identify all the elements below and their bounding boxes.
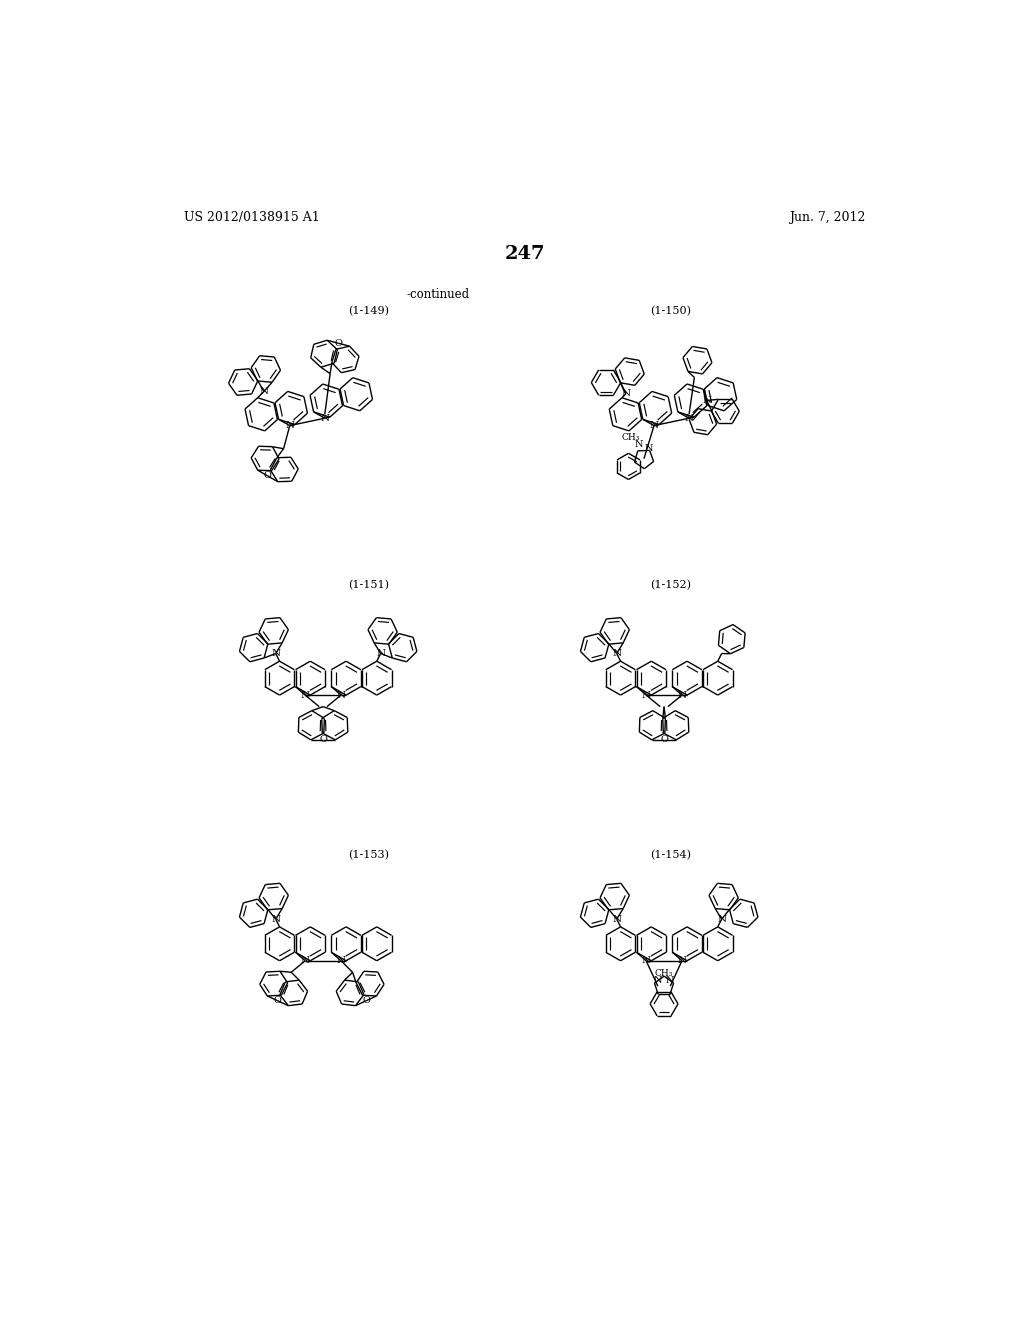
Text: N: N (702, 396, 712, 405)
Text: CH₃: CH₃ (655, 969, 673, 978)
Text: N: N (376, 649, 385, 657)
Text: O: O (362, 997, 370, 1006)
Text: N: N (259, 387, 268, 396)
Text: N: N (717, 915, 726, 924)
Text: US 2012/0138915 A1: US 2012/0138915 A1 (183, 211, 319, 224)
Text: N: N (286, 421, 294, 430)
Text: N: N (622, 389, 631, 399)
Text: (1-150): (1-150) (650, 306, 691, 317)
Text: N: N (653, 977, 663, 985)
Text: N: N (337, 690, 345, 700)
Text: O: O (335, 339, 342, 347)
Text: N: N (337, 956, 345, 965)
Text: O: O (273, 997, 282, 1006)
Text: N: N (666, 977, 675, 985)
Text: N: N (684, 413, 693, 422)
Text: (1-154): (1-154) (650, 850, 691, 861)
Text: N: N (649, 421, 658, 430)
Text: 247: 247 (505, 244, 545, 263)
Text: (1-151): (1-151) (348, 581, 389, 590)
Text: O: O (660, 735, 668, 744)
Text: N: N (321, 413, 330, 422)
Text: Jun. 7, 2012: Jun. 7, 2012 (790, 211, 866, 224)
Text: N: N (271, 649, 281, 657)
Text: N: N (678, 956, 686, 965)
Text: CH₃: CH₃ (622, 433, 640, 442)
Text: (1-152): (1-152) (650, 581, 691, 590)
Text: (1-149): (1-149) (348, 306, 389, 317)
Text: N: N (644, 445, 653, 453)
Text: -continued: -continued (407, 288, 470, 301)
Text: N: N (612, 915, 622, 924)
Text: N: N (271, 915, 281, 924)
Text: N: N (301, 690, 309, 700)
Text: N: N (642, 690, 650, 700)
Text: O: O (264, 471, 271, 480)
Text: N: N (678, 690, 686, 700)
Text: N: N (642, 956, 650, 965)
Text: N: N (301, 956, 309, 965)
Text: N: N (634, 440, 643, 449)
Text: N: N (612, 649, 622, 657)
Text: (1-153): (1-153) (348, 850, 389, 861)
Text: O: O (319, 735, 327, 744)
